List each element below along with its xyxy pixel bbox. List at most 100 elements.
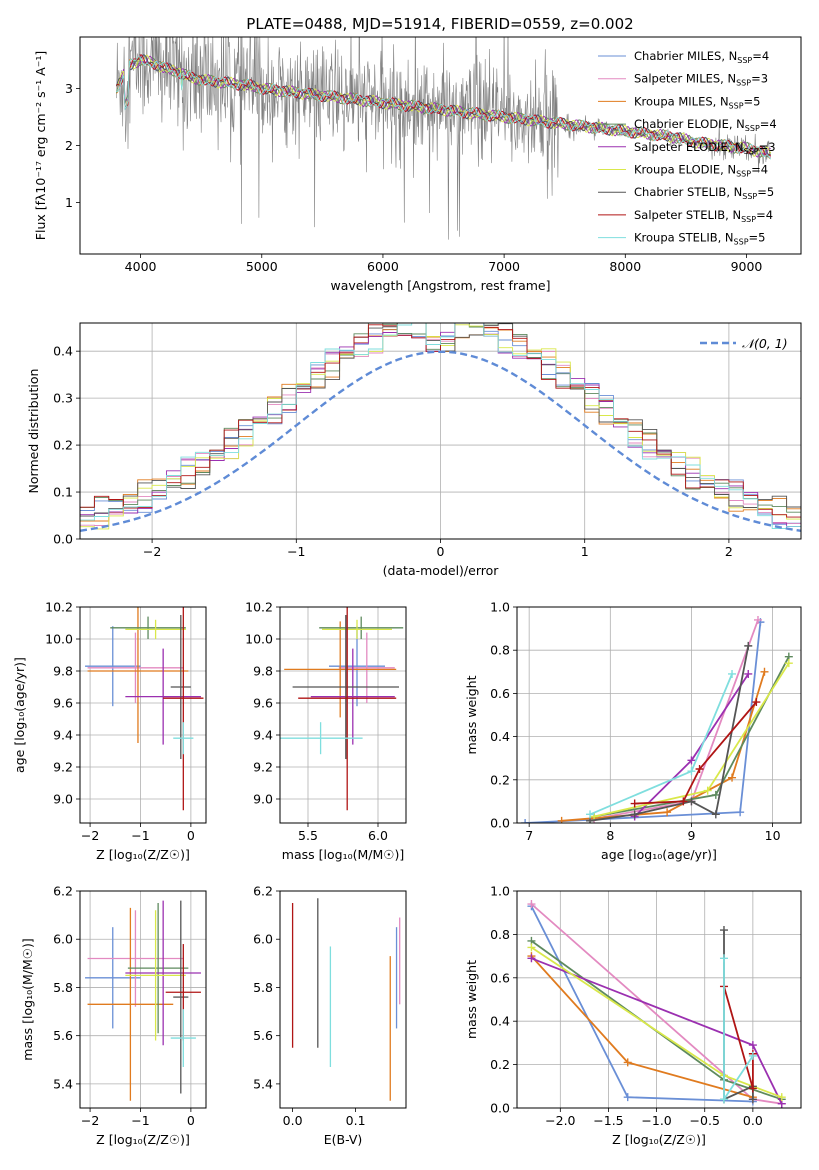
- errorbar-salpeter-elodie: [125, 648, 201, 745]
- x-tick-label: −2: [81, 1113, 99, 1128]
- y-tick-label: 9.8: [53, 664, 73, 679]
- y-axis-label: age [log₁₀(age/yr)]: [12, 657, 27, 773]
- legend-entry: 𝒩(0, 1): [742, 336, 788, 351]
- errorbar-chabrier-elodie: [319, 616, 404, 639]
- point-marker: [687, 756, 696, 765]
- errorbar-chabrier-stelib: [292, 615, 399, 759]
- y-tick-label: 0.8: [490, 927, 510, 942]
- x-tick-label: 9000: [731, 259, 763, 274]
- panel-weight-vs-age: 7 8 9 10 0.0 0.2 0.4 0.6 0.8 1.0 age [log₁₀(age/yr…: [464, 600, 802, 862]
- y-tick-label: 10.0: [245, 632, 273, 647]
- x-axis-label: age [log₁₀(age/yr)]: [601, 847, 717, 862]
- hist-kroupa-stelib: [80, 323, 801, 529]
- errorbar-chabrier-stelib: [173, 900, 189, 1094]
- y-tick-label: 9.4: [253, 728, 273, 743]
- errorbar-chabrier-stelib: [170, 615, 191, 759]
- legend: Chabrier MILES, NSSP=4 Salpeter MILES, NS…: [598, 49, 777, 247]
- x-tick-label: 9: [687, 828, 695, 843]
- x-tick-label: −2: [143, 544, 161, 559]
- point-marker: [687, 767, 696, 776]
- errorbar-salpeter-stelib: [298, 607, 397, 811]
- y-tick-label: 0.2: [490, 772, 510, 787]
- point-marker: [630, 810, 639, 819]
- y-tick-label: 6.0: [253, 932, 273, 947]
- x-tick-label: 1: [581, 544, 589, 559]
- y-tick-label: 0.0: [490, 1101, 510, 1116]
- point-marker: [748, 1041, 757, 1050]
- errorbar-kroupa-stelib: [173, 722, 194, 755]
- point-marker: [679, 797, 688, 806]
- errorbar-chabrier-miles: [85, 927, 141, 1029]
- errorbar-kroupa-stelib: [170, 1009, 196, 1068]
- y-tick-label: 5.4: [253, 1076, 273, 1091]
- legend-entry: Chabrier ELODIE, NSSP=4: [634, 117, 777, 133]
- x-tick-label: 2: [725, 544, 733, 559]
- errorbar-salpeter-stelib: [163, 607, 204, 811]
- y-tick-label: 5.6: [253, 1028, 273, 1043]
- series-line: [589, 673, 733, 816]
- x-tick-label: 0.0: [283, 1113, 303, 1128]
- x-tick-label: 5000: [246, 259, 278, 274]
- errorbar-kroupa-elodie: [322, 619, 392, 639]
- plot-area: [85, 607, 204, 811]
- x-axis-label: wavelength [Angstrom, rest frame]: [330, 278, 550, 293]
- y-tick-label: 9.2: [53, 760, 73, 775]
- errorbar-chabrier-elodie: [127, 903, 189, 1034]
- errorbar-kroupa-stelib: [280, 722, 363, 755]
- weights-kroupa-elodie: [590, 659, 793, 821]
- plot-area: [80, 323, 801, 532]
- x-tick-label: −1: [131, 1113, 149, 1128]
- axes-frame: [516, 890, 802, 1109]
- point-marker: [527, 943, 536, 952]
- weights-kroupa-stelib: [586, 669, 737, 819]
- x-axis-label: E(B-V): [324, 1132, 363, 1147]
- point-marker: [623, 1093, 632, 1102]
- x-tick-label: 6.0: [368, 828, 388, 843]
- y-axis-label: mass [log₁₀(M/M☉)]: [20, 938, 35, 1060]
- point-marker: [527, 954, 536, 963]
- point-marker: [784, 659, 793, 668]
- y-tick-label: 6.2: [253, 884, 273, 899]
- y-axis-label: Normed distribution: [26, 369, 41, 494]
- point-marker: [703, 786, 712, 795]
- weights-chabrier-stelib: [586, 641, 753, 823]
- y-tick-label: 0.4: [53, 344, 73, 359]
- y-tick-label: 9.6: [53, 696, 73, 711]
- series-line: [634, 701, 758, 805]
- legend-entry: Salpeter ELODIE, NSSP=3: [634, 140, 776, 156]
- x-tick-label: 7000: [488, 259, 520, 274]
- y-tick-label: 0.4: [490, 729, 510, 744]
- x-axis-label: Z [log₁₀(Z/Z☉)]: [612, 1132, 706, 1147]
- x-tick-label: −1: [131, 828, 149, 843]
- y-tick-label: 3: [65, 81, 73, 96]
- plot-area: [115, 37, 772, 240]
- y-tick-label: 0.2: [490, 1057, 510, 1072]
- weights-kroupa-stelib: [719, 954, 757, 1104]
- y-tick-label: 10.2: [245, 600, 273, 615]
- point-marker: [630, 799, 639, 808]
- point-marker: [557, 816, 566, 823]
- y-tick-label: 9.4: [53, 728, 73, 743]
- x-axis-label: Z [log₁₀(Z/Z☉)]: [96, 847, 190, 862]
- panel-weight-vs-z: −2.0 −1.5 −1.0 −0.5 0.0 0.0 0.2 0.4 0.6 0.8 1.0 Z […: [464, 884, 802, 1147]
- x-tick-label: 4000: [125, 259, 157, 274]
- x-tick-label: 6000: [367, 259, 399, 274]
- y-axis-label: mass weight: [464, 960, 479, 1039]
- point-marker: [748, 1051, 757, 1060]
- panel-age-vs-mass: 5.5 6.0 9.0 9.2 9.4 9.6 9.8 10.0 10.2 mass [log₁₀…: [245, 600, 407, 862]
- point-marker: [752, 698, 761, 707]
- plot-area: [291, 898, 401, 1101]
- axes-frame: [79, 890, 207, 1109]
- y-tick-label: 9.0: [253, 792, 273, 807]
- series-line: [589, 645, 750, 822]
- legend-entry: Kroupa ELODIE, NSSP=4: [634, 163, 768, 179]
- errorbar-kroupa-elodie: [125, 910, 186, 1041]
- point-marker: [748, 1084, 757, 1093]
- point-marker: [777, 1093, 786, 1102]
- x-tick-label: 7: [525, 828, 533, 843]
- errorbar-salpeter-elodie: [310, 648, 395, 745]
- x-tick-label: 0: [187, 828, 195, 843]
- point-marker: [719, 1095, 728, 1104]
- point-marker: [663, 808, 672, 817]
